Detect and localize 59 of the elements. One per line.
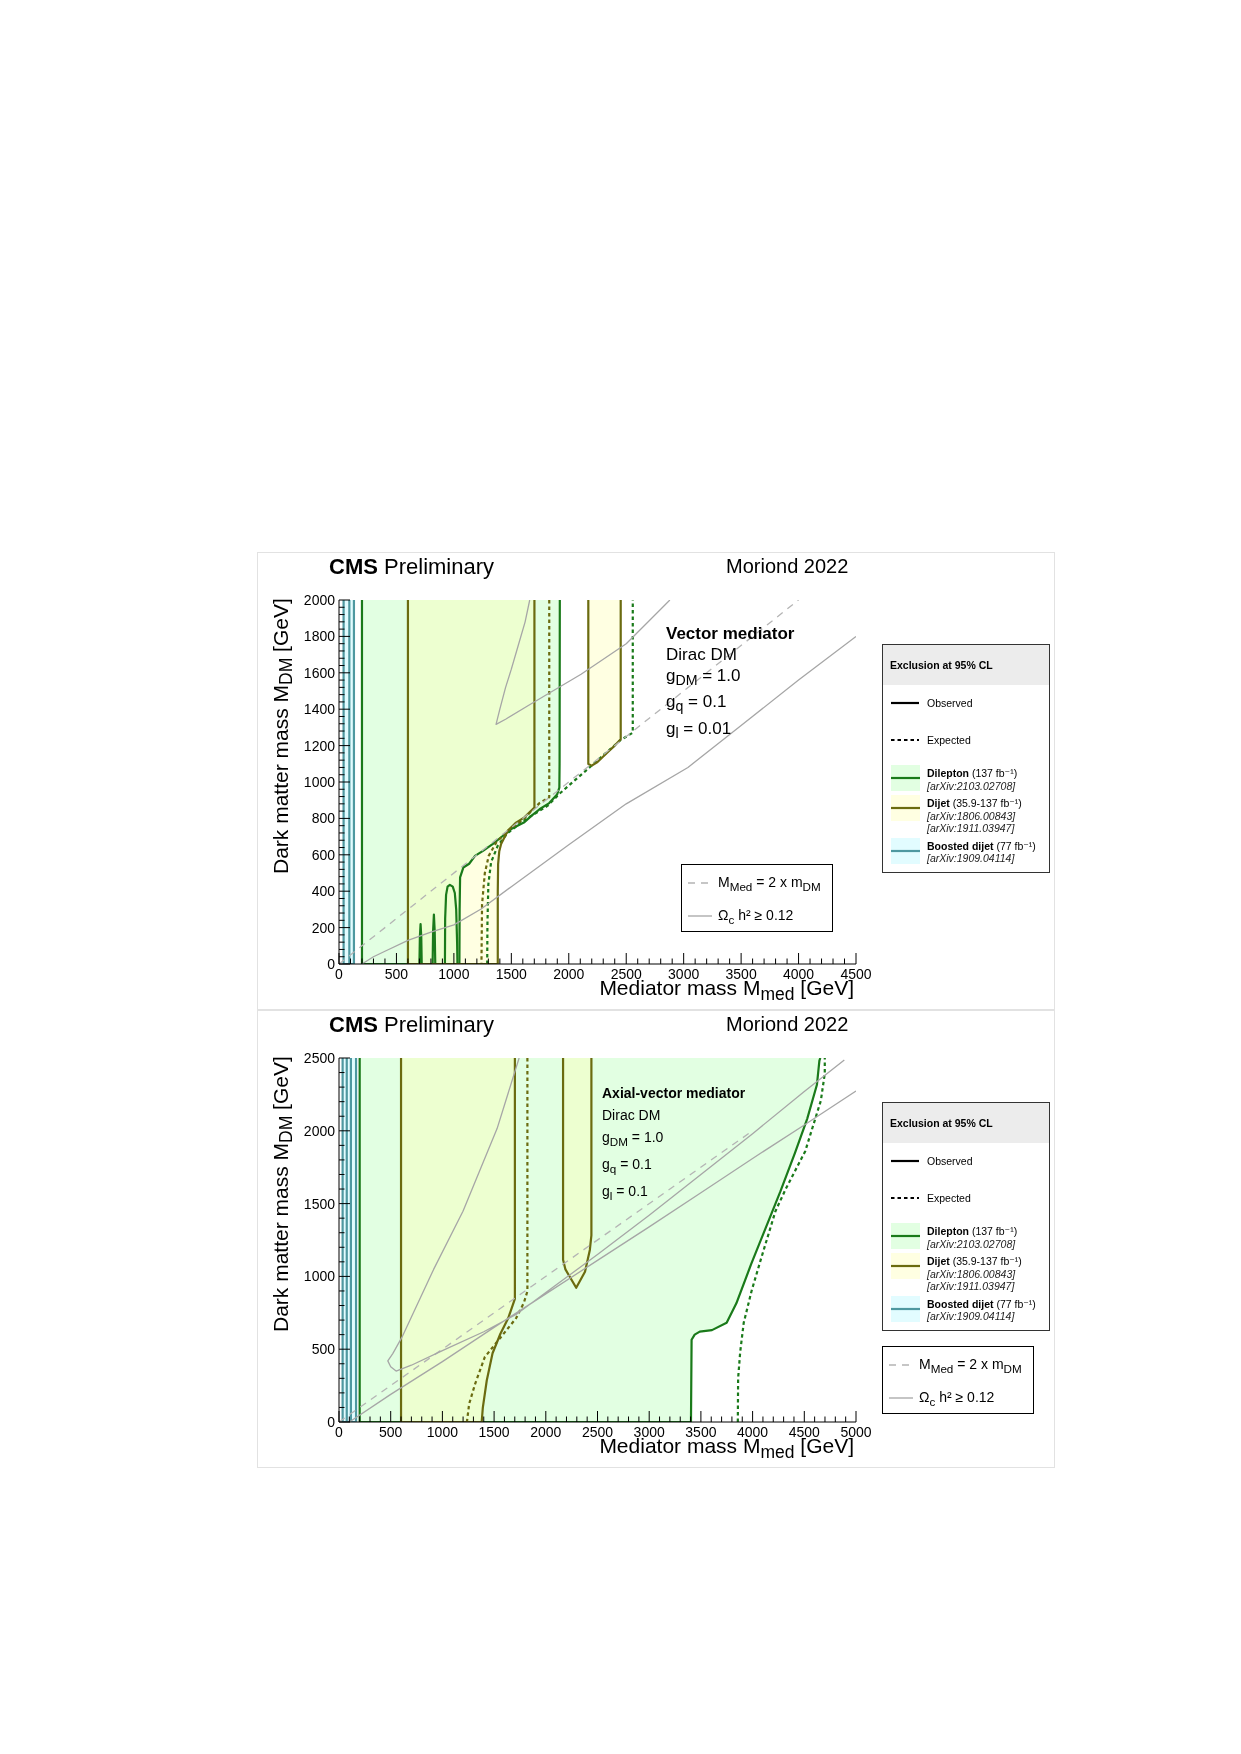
legend-label: Ω$_{c}$ h² ≥ 0.12 <box>718 906 794 926</box>
legend-title: Exclusion at 95% CL <box>890 659 993 672</box>
chart-title: CMS Preliminary <box>329 554 495 579</box>
y-tick-label: 400 <box>311 883 336 900</box>
y-tick-label: 0 <box>327 956 336 972</box>
y-tick-label: 1400 <box>303 701 336 718</box>
y-tick-label: 1000 <box>303 1268 336 1285</box>
x-tick-label: 3500 <box>685 1424 717 1440</box>
chart-subtitle: Moriond 2022 <box>726 1013 849 1036</box>
y-tick-label: 200 <box>311 919 336 936</box>
y-tick-label: 1200 <box>303 737 336 754</box>
legend-label: Boosted dijet (77 fb⁻¹) [arXiv:1909.04114] <box>927 1297 1036 1323</box>
text: Expected <box>927 1191 971 1205</box>
x-tick-label: 1500 <box>495 966 528 982</box>
y-tick-label: 1000 <box>303 774 336 790</box>
text: Observed <box>927 1154 973 1168</box>
y-tick-label: 2500 <box>303 1050 336 1066</box>
annotation: g$_{l}$ = 0.1 <box>602 1181 649 1204</box>
legend-label: M$_{Med}$ = 2 x m$_{DM}$ <box>718 873 821 893</box>
text: Expected <box>927 733 971 747</box>
x-tick-label: 3500 <box>725 966 757 982</box>
text: Observed <box>927 696 973 710</box>
legend-title: Exclusion at 95% CL <box>890 1117 993 1130</box>
x-tick-label: 1000 <box>426 1424 459 1440</box>
y-tick-label: 500 <box>311 1341 336 1358</box>
x-tick-label: 4000 <box>737 1424 769 1440</box>
chart-title: CMS Preliminary <box>329 1012 495 1037</box>
legend-label: Dijet (35.9-137 fb⁻¹) [arXiv:1806.00843] [arXiv:1911.03947] <box>927 1255 1022 1293</box>
y-tick-label: 2000 <box>303 592 336 608</box>
annotation: g$_{l}$ = 0.01 <box>666 717 733 744</box>
annotation: g$_{q}$ = 0.1 <box>666 691 728 717</box>
y-tick-label: 1500 <box>303 1195 336 1212</box>
y-tick-label: 1800 <box>303 628 336 645</box>
x-tick-label: 1500 <box>478 1424 510 1440</box>
legend-label: Boosted dijet (77 fb⁻¹) [arXiv:1909.04114] <box>927 839 1036 865</box>
legend-label: Dilepton (137 fb⁻¹) [arXiv:2103.02708] <box>927 1225 1018 1250</box>
y-tick-label: 2000 <box>303 1122 336 1139</box>
legend-label: Dilepton (137 fb⁻¹) [arXiv:2103.02708] <box>927 767 1018 792</box>
x-tick-label: 500 <box>379 1424 403 1440</box>
legend-label: M$_{Med}$ = 2 x m$_{DM}$ <box>919 1355 1022 1375</box>
annotation: Axial-vector mediator <box>602 1084 746 1103</box>
y-tick-label: 1600 <box>303 664 336 681</box>
annotation: Dirac DM <box>666 644 738 665</box>
legend-label: Dijet (35.9-137 fb⁻¹) [arXiv:1806.00843] [arXiv:1911.03947] <box>927 797 1022 835</box>
x-tick-label: 2000 <box>530 1424 562 1440</box>
x-tick-label: 1000 <box>438 966 470 982</box>
x-tick-label: 500 <box>384 966 409 982</box>
annotation: g$_{DM}$ = 1.0 <box>602 1128 665 1150</box>
annotation: Dirac DM <box>602 1106 662 1125</box>
x-tick-label: 3000 <box>668 966 700 982</box>
y-tick-label: 600 <box>311 846 336 863</box>
annotation: g$_{q}$ = 0.1 <box>602 1154 653 1177</box>
annotation: Vector mediator <box>666 623 795 644</box>
annotation: g$_{DM}$ = 1.0 <box>666 665 742 691</box>
x-tick-label: 2000 <box>553 966 585 982</box>
y-tick-label: 0 <box>327 1414 336 1430</box>
legend-label: Ω$_{c}$ h² ≥ 0.12 <box>919 1388 995 1408</box>
y-tick-label: 800 <box>311 810 336 827</box>
chart-subtitle: Moriond 2022 <box>726 555 849 578</box>
